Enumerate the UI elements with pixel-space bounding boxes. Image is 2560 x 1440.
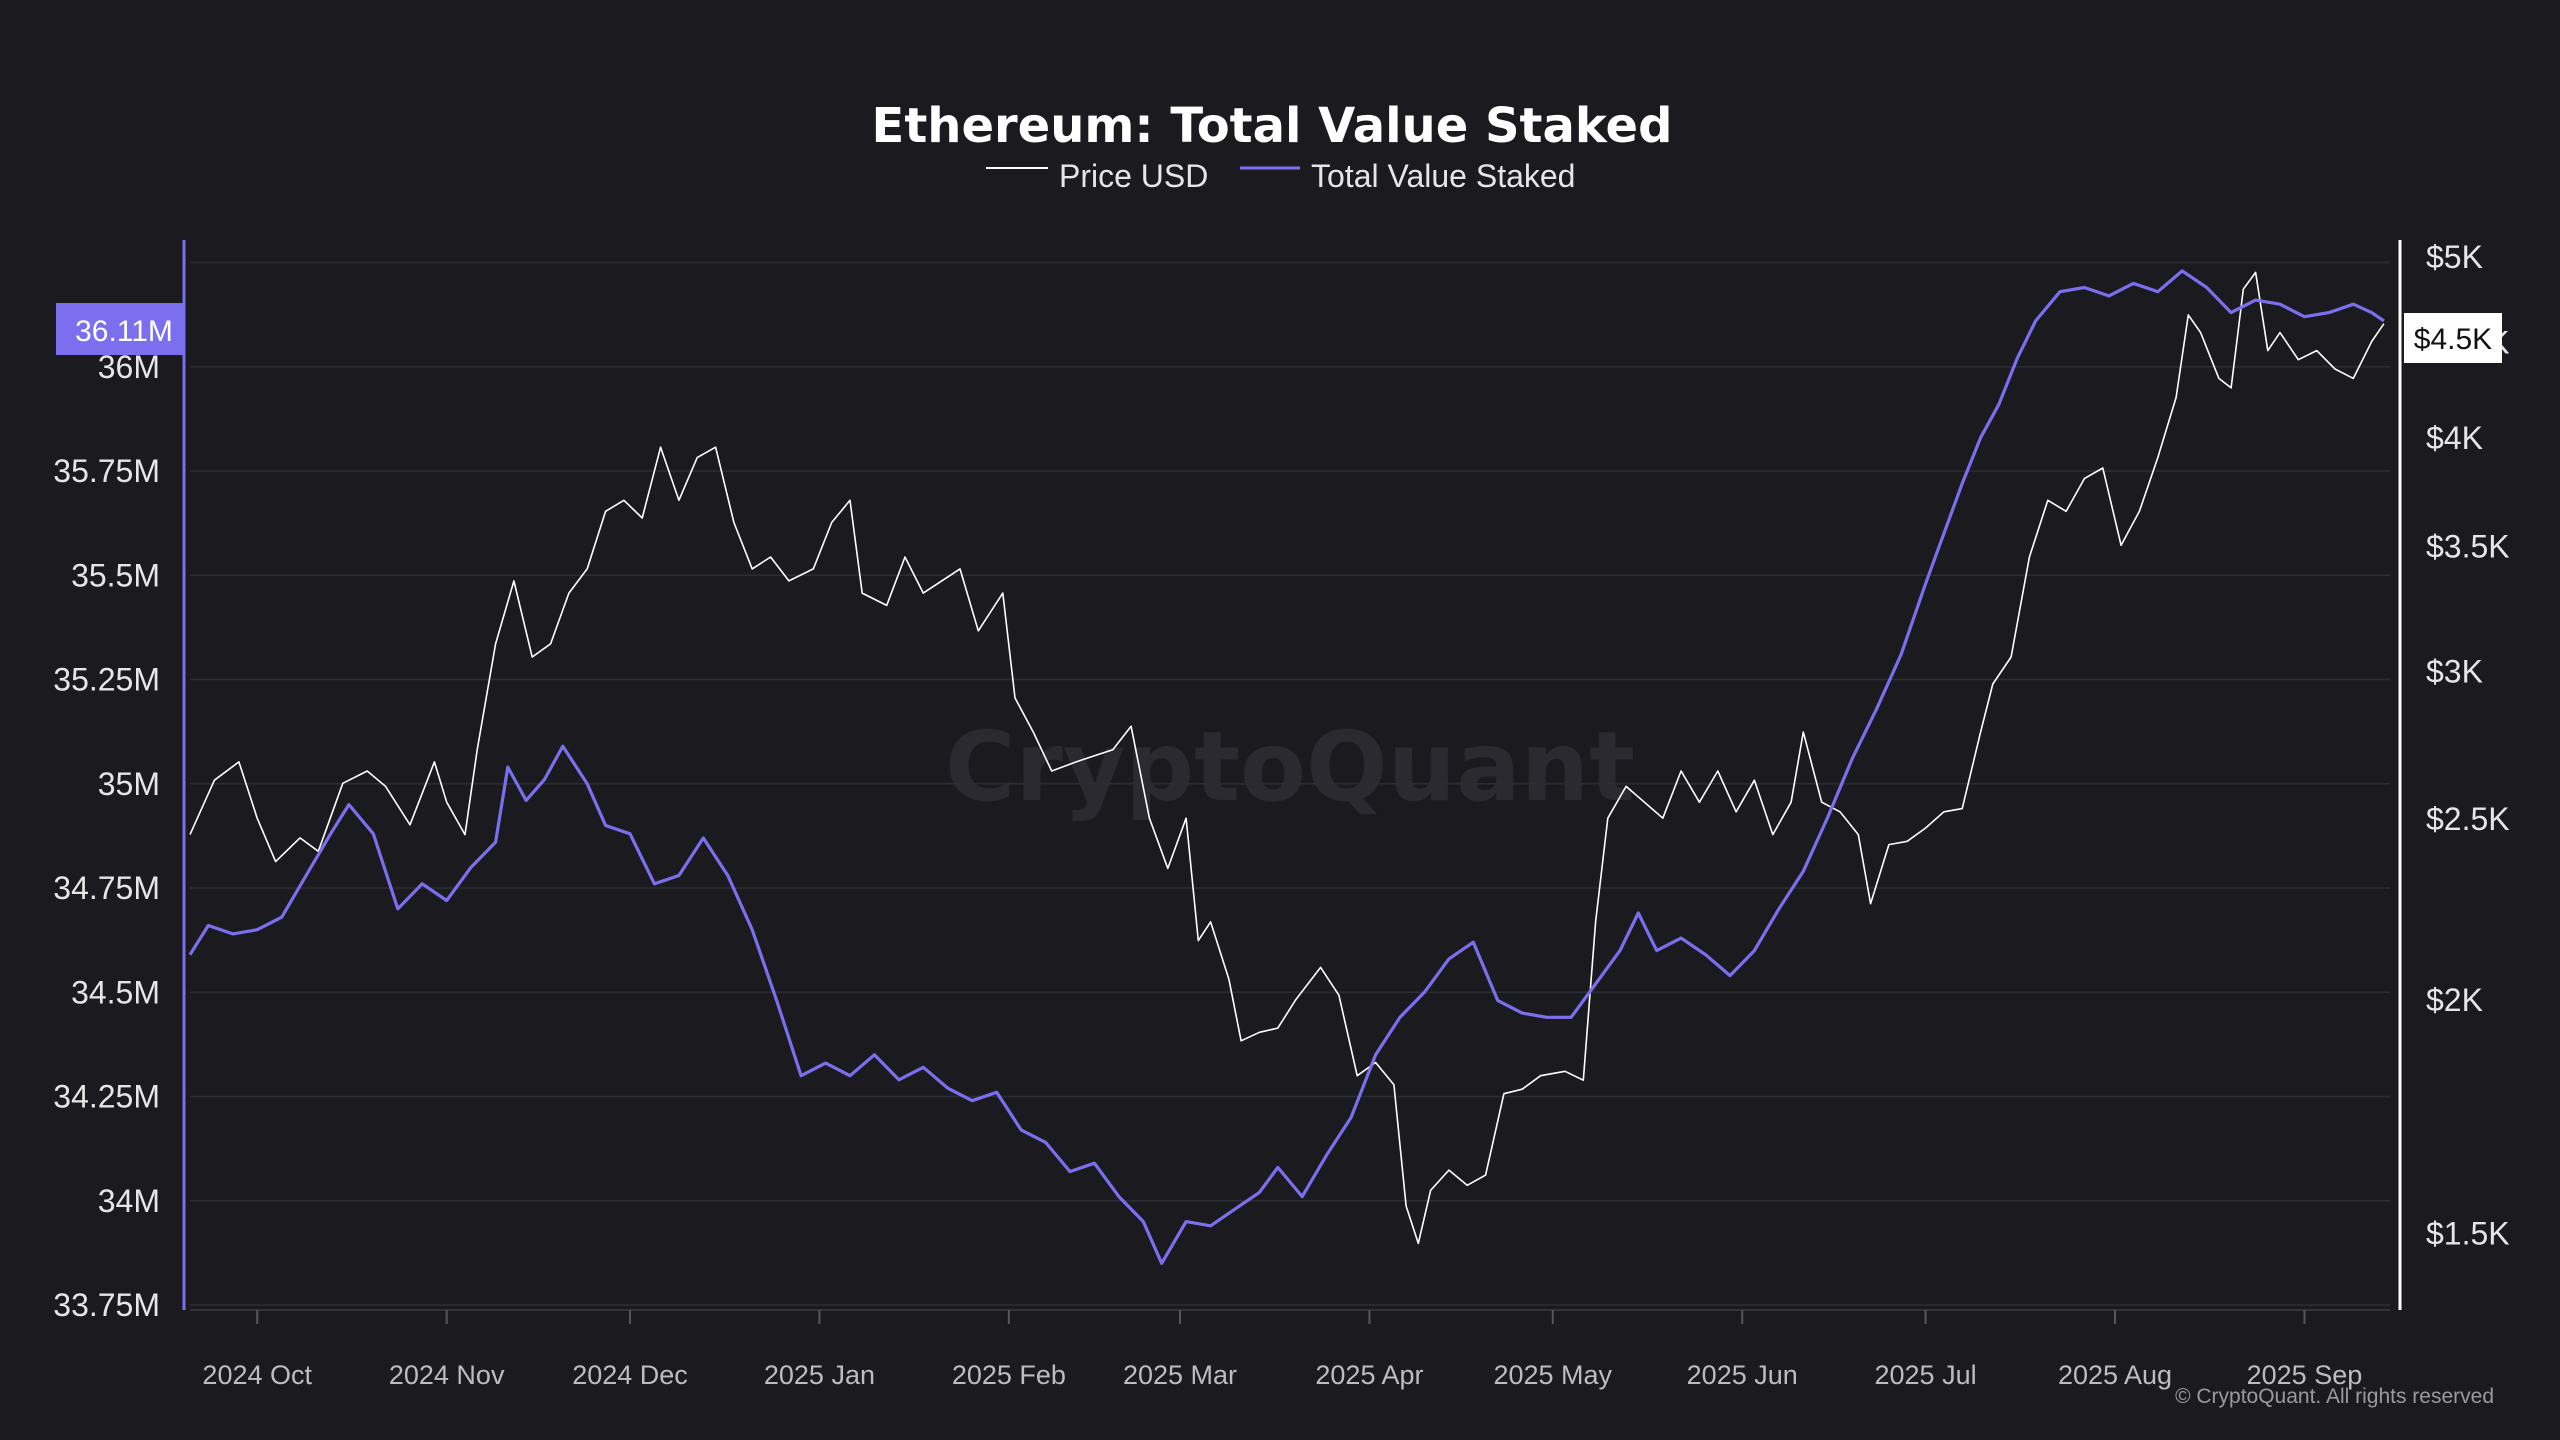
right-tick-label: $4K [2426,420,2483,456]
right-tick-label: $1.5K [2426,1216,2510,1252]
right-tick-label: $5K [2426,239,2483,275]
left-tick-label: 34.5M [71,974,160,1010]
left-tick-label: 35.5M [71,557,160,593]
x-tick-label: 2024 Dec [572,1360,688,1390]
grid-layer [190,261,2390,1306]
right-tick-label: $3.5K [2426,528,2510,564]
left-tick-label: 34M [98,1183,160,1219]
x-tick-label: 2024 Nov [389,1360,505,1390]
x-tick-label: 2025 Aug [2058,1360,2172,1390]
legend: Price USD Total Value Staked [986,158,1575,194]
series-layer [188,269,2385,1265]
left-tick-label: 34.25M [53,1079,160,1115]
copyright-text: © CryptoQuant. All rights reserved [2175,1385,2494,1408]
right-current-value-text: $4.5K [2414,323,2492,356]
x-tick-label: 2025 Jul [1875,1360,1977,1390]
right-tick-label: $2.5K [2426,801,2510,837]
x-tick-label: 2025 Feb [952,1360,1066,1390]
left-tick-label: 34.75M [53,870,160,906]
legend-label-tvs: Total Value Staked [1311,158,1575,194]
x-tick-label: 2025 May [1493,1360,1612,1390]
left-tick-label: 35M [98,766,160,802]
x-tick-label: 2025 Sep [2247,1360,2363,1390]
series-line-total-value-staked [188,269,2385,1265]
right-axis-ticks: $1.5K$2K$2.5K$3K$3.5K$4K$4.5K$5K [2426,239,2510,1251]
x-tick-label: 2025 Jan [764,1360,875,1390]
series-line-price-usd [189,271,2385,1245]
left-tick-label: 33.75M [53,1287,160,1323]
x-tick-label: 2025 Apr [1315,1360,1423,1390]
legend-label-price: Price USD [1059,158,1208,194]
left-tick-label: 35.25M [53,662,160,698]
chart-title: Ethereum: Total Value Staked [872,98,1673,154]
right-tick-label: $2K [2426,982,2483,1018]
left-current-value-badge: 36.11M [56,303,184,355]
right-current-value-badge: $4.5K [2404,313,2502,363]
x-axis-ticks: 2024 Oct 2024 Nov 2024 Dec 2025 Jan 2025 Feb… [202,1310,2362,1390]
x-tick-label: 2025 Jun [1687,1360,1798,1390]
right-tick-label: $3K [2426,653,2483,689]
x-tick-label: 2024 Oct [202,1360,312,1390]
left-axis-ticks: 33.75M 34M 34.25M 34.5M 34.75M 35M 35.25M 35.5M… [53,349,160,1323]
watermark: CryptoQuant [945,711,1635,823]
x-tick-label: 2025 Mar [1123,1360,1237,1390]
left-current-value-text: 36.11M [75,315,173,348]
left-tick-label: 35.75M [53,453,160,489]
